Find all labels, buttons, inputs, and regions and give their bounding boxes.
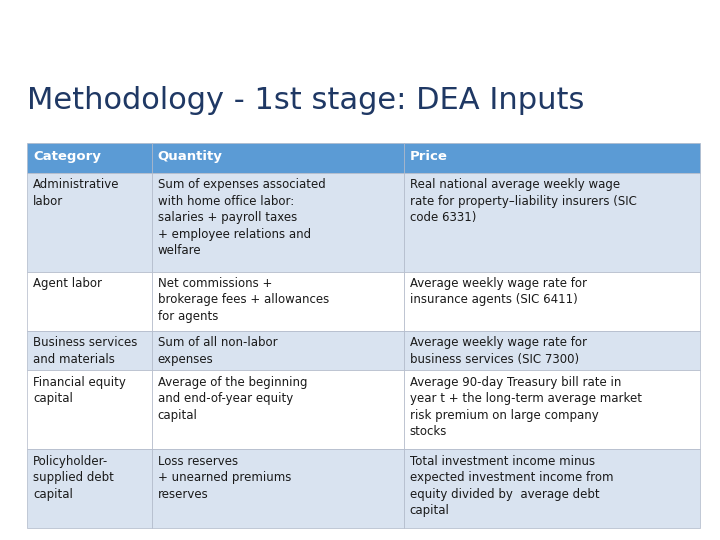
Text: Quantity: Quantity: [158, 150, 222, 163]
Text: Category: Category: [33, 150, 101, 163]
Text: Sum of all non-labor
expenses: Sum of all non-labor expenses: [158, 336, 277, 366]
Text: Methodology - 1st stage: DEA Inputs: Methodology - 1st stage: DEA Inputs: [27, 86, 585, 116]
Text: Business services
and materials: Business services and materials: [33, 336, 138, 366]
Text: Real national average weekly wage
rate for property–liability insurers (SIC
code: Real national average weekly wage rate f…: [410, 178, 636, 224]
Text: Sum of expenses associated
with home office labor:
salaries + payroll taxes
+ em: Sum of expenses associated with home off…: [158, 178, 325, 257]
Text: Loss reserves
+ unearned premiums
reserves: Loss reserves + unearned premiums reserv…: [158, 455, 291, 501]
Text: Average of the beginning
and end-of-year equity
capital: Average of the beginning and end-of-year…: [158, 376, 307, 422]
Text: Financial equity
capital: Financial equity capital: [33, 376, 126, 405]
Text: Agent labor: Agent labor: [33, 277, 102, 290]
Text: Price: Price: [410, 150, 448, 163]
Text: Total investment income minus
expected investment income from
equity divided by : Total investment income minus expected i…: [410, 455, 613, 517]
Text: Average weekly wage rate for
insurance agents (SIC 6411): Average weekly wage rate for insurance a…: [410, 277, 587, 306]
Text: Net commissions +
brokerage fees + allowances
for agents: Net commissions + brokerage fees + allow…: [158, 277, 329, 323]
Text: Average 90-day Treasury bill rate in
year t + the long-term average market
risk : Average 90-day Treasury bill rate in yea…: [410, 376, 642, 438]
Text: Average weekly wage rate for
business services (SIC 7300): Average weekly wage rate for business se…: [410, 336, 587, 366]
Text: Administrative
labor: Administrative labor: [33, 178, 120, 208]
Text: Policyholder-
supplied debt
capital: Policyholder- supplied debt capital: [33, 455, 114, 501]
